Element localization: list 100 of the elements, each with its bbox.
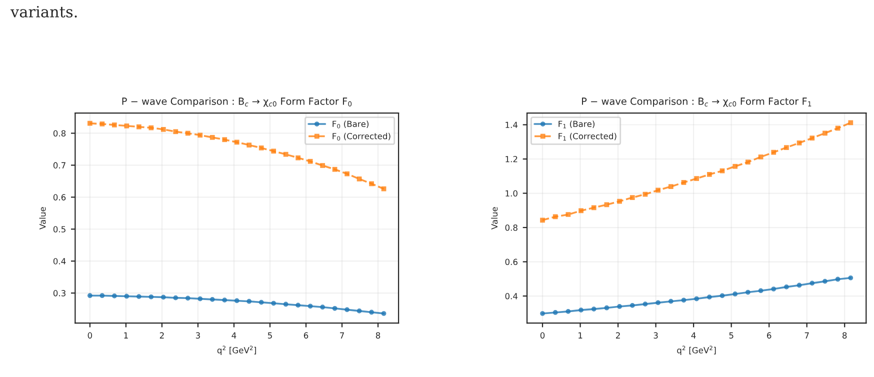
point [822, 278, 828, 284]
y-tick-label: 0.6 [505, 258, 518, 266]
point [222, 137, 228, 142]
point [578, 308, 584, 313]
point [552, 310, 558, 315]
point [88, 293, 92, 298]
legend-label: F$_{0}$ (Bare) [332, 120, 368, 128]
point [222, 298, 228, 303]
point [540, 218, 545, 223]
point [234, 298, 240, 304]
point [210, 297, 215, 302]
point [630, 195, 635, 200]
point [566, 212, 571, 217]
point [694, 296, 700, 302]
x-axis-title: q$^{2}$ [GeV$^{2}$] [217, 346, 256, 355]
point [617, 198, 622, 204]
chart-title: P − wave Comparison : B$_{c}$ → χ$_{c0}$ Form Factor F$_{1}$ [582, 97, 812, 107]
point [552, 214, 558, 220]
point [591, 306, 596, 312]
point [198, 296, 203, 302]
point [124, 123, 130, 128]
point [681, 180, 686, 185]
legend-label: F$_{0}$ (Corrected) [332, 132, 390, 141]
point [617, 304, 622, 309]
point [694, 176, 700, 181]
chart-title: P − wave Comparison : B$_{c}$ → χ$_{c0}$ Form Factor F$_{0}$ [122, 97, 352, 107]
point [173, 129, 178, 134]
point [784, 145, 789, 150]
point [296, 155, 301, 160]
y-axis-title: Value [39, 207, 46, 230]
point [758, 154, 764, 160]
point [210, 134, 215, 140]
text: variants. [10, 6, 77, 18]
y-tick-label: 0.3 [53, 290, 66, 296]
point [234, 140, 240, 145]
point [656, 300, 660, 306]
point [848, 120, 854, 126]
point [771, 286, 776, 292]
point [136, 124, 142, 130]
point [784, 284, 789, 290]
x-tick-label: 0 [88, 332, 92, 339]
x-tick-label: 1 [578, 332, 582, 338]
point [271, 300, 276, 306]
point [746, 160, 750, 165]
point [148, 125, 154, 130]
point [630, 303, 635, 308]
x-tick-label: 6 [304, 332, 308, 339]
x-tick-label: 1 [124, 332, 128, 338]
point [246, 298, 252, 304]
point [706, 294, 712, 300]
y-tick-label: 1.2 [506, 156, 518, 162]
point [258, 146, 264, 150]
point [160, 126, 166, 132]
x-tick-label: 7 [804, 332, 809, 338]
y-tick-label: 1.4 [506, 122, 518, 128]
point [198, 132, 203, 138]
point [136, 294, 142, 299]
point [566, 309, 571, 314]
y-tick-label: 0.4 [505, 293, 518, 300]
point [296, 302, 301, 308]
point [796, 282, 802, 288]
point [283, 302, 288, 307]
y-tick-label: 1.0 [506, 190, 518, 197]
point [604, 305, 610, 310]
x-tick-label: 3 [196, 332, 200, 339]
point [732, 164, 738, 169]
point [810, 280, 815, 286]
x-tick-label: 4 [691, 332, 696, 338]
point [578, 208, 584, 214]
point [332, 306, 338, 311]
y-tick-label: 0.7 [53, 162, 66, 168]
point [758, 288, 764, 294]
point [100, 293, 105, 298]
point [381, 311, 386, 316]
point [540, 311, 545, 316]
x-tick-label: 0 [540, 332, 545, 339]
point [642, 302, 648, 307]
x-tick-label: 2 [160, 332, 164, 338]
point [124, 294, 130, 299]
point [271, 148, 276, 154]
x-tick-label: 7 [340, 332, 344, 338]
x-tick-label: 5 [268, 332, 272, 339]
point [100, 122, 105, 126]
y-tick-label: 0.4 [53, 258, 66, 264]
x-tick-label: 8 [376, 332, 380, 339]
point [681, 298, 686, 303]
point [320, 163, 325, 168]
point [591, 205, 596, 210]
point [656, 188, 660, 193]
point [344, 307, 350, 312]
x-tick-label: 2 [616, 332, 620, 338]
point [308, 304, 313, 309]
point [369, 181, 374, 186]
point [246, 142, 252, 148]
point [112, 122, 117, 128]
y-tick-label: 0.5 [53, 226, 66, 232]
point [112, 293, 117, 298]
point [185, 296, 190, 301]
point [835, 276, 840, 282]
point [668, 184, 674, 190]
